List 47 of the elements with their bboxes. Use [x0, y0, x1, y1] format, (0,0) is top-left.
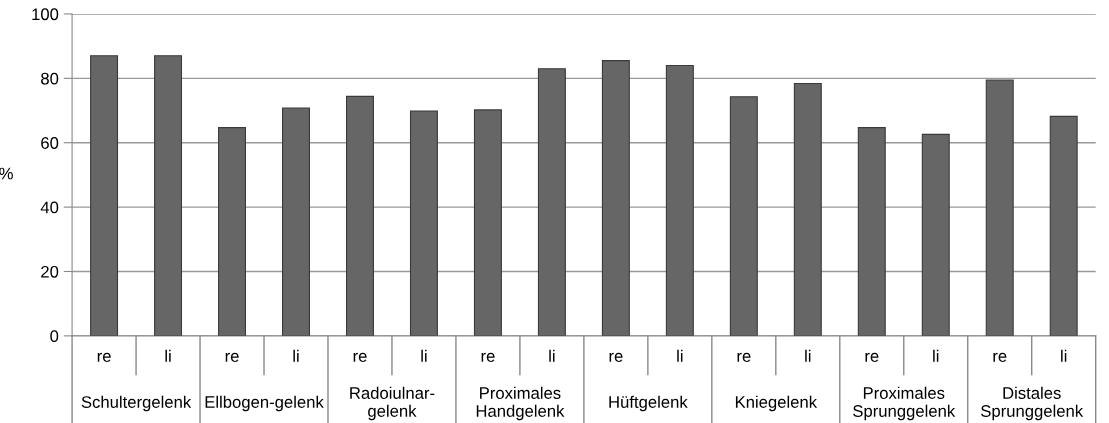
bar — [90, 55, 119, 336]
x-tick-label: li — [805, 349, 811, 362]
bar — [857, 127, 886, 336]
x-tick-label: re — [97, 352, 111, 362]
bar — [985, 79, 1014, 336]
x-tick-label: re — [225, 352, 239, 362]
bar — [154, 55, 183, 336]
bar — [601, 60, 630, 336]
y-tick-label: 0 — [50, 330, 59, 343]
bar — [282, 107, 310, 336]
bar — [218, 127, 247, 336]
text: Kniegelenk — [735, 395, 818, 412]
x-tick-label: re — [737, 352, 751, 362]
bar — [409, 110, 438, 336]
bar — [665, 64, 694, 336]
x-tick-label: li — [293, 349, 299, 362]
text: Proximales Sprunggelenk — [853, 386, 956, 421]
bar — [793, 82, 822, 336]
x-tick-label: li — [933, 349, 939, 362]
bar — [1049, 115, 1078, 336]
bar — [537, 68, 566, 336]
y-tick-label: 40 — [40, 201, 59, 214]
x-tick-label: re — [865, 352, 879, 362]
text: Radoiulnar- gelenk — [350, 386, 435, 421]
y-axis-title: % — [0, 167, 13, 180]
text: Schultergelenk — [81, 395, 192, 412]
bar — [921, 133, 950, 336]
y-tick-label: 80 — [41, 72, 59, 85]
x-tick-label: li — [421, 349, 427, 362]
x-tick-label: li — [677, 349, 683, 362]
bar — [473, 109, 502, 336]
text: Hüftgelenk — [609, 395, 688, 412]
bar — [345, 95, 374, 336]
x-tick-label: li — [549, 349, 555, 362]
text: Distales Sprunggelenk — [981, 386, 1084, 421]
x-tick-label: re — [481, 352, 495, 362]
text: Proximales Handgelenk — [476, 386, 565, 421]
x-tick-label: re — [993, 352, 1007, 362]
y-tick-label: 100 — [32, 8, 59, 21]
text: Ellbogen-gelenk — [205, 395, 324, 412]
y-tick-label: 60 — [41, 137, 59, 149]
x-tick-label: li — [165, 349, 171, 362]
x-tick-label: li — [1061, 349, 1067, 362]
x-tick-label: re — [353, 352, 367, 362]
bar — [729, 96, 758, 336]
y-tick-label: 20 — [41, 265, 59, 278]
x-tick-label: re — [609, 352, 623, 362]
